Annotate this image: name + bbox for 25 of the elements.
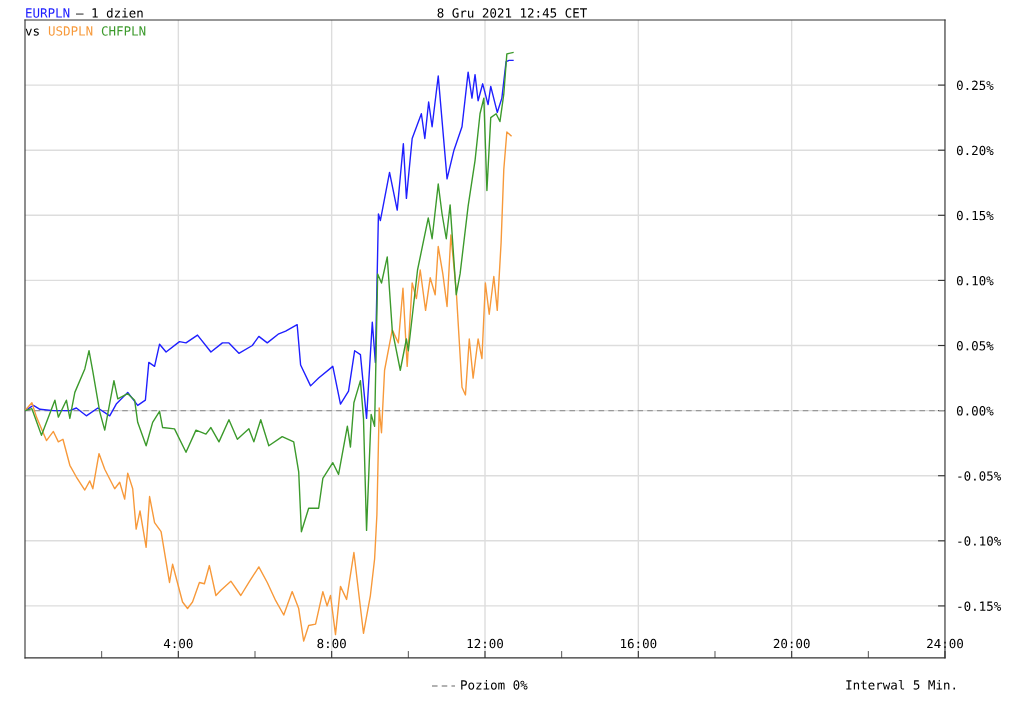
x-tick-label: 12:00	[467, 638, 503, 649]
chart-title: 8 Gru 2021 12:45 CET	[437, 8, 587, 18]
y-tick-label: 0.10%	[956, 275, 994, 286]
y-tick-label: -0.10%	[958, 536, 1002, 546]
annotation: vs	[25, 28, 39, 36]
y-tick-label: 0.00%	[956, 406, 994, 416]
text: CHFPLN	[101, 26, 146, 36]
y-tick-label: 0.25%	[956, 80, 994, 91]
text: EURPLN	[26, 8, 70, 18]
line-series	[25, 51, 514, 533]
text: – 1 dzien	[76, 7, 143, 18]
x-tick-label: 8:00	[317, 638, 346, 649]
x-tick-label: 24:00	[927, 638, 963, 649]
x-tick-label: 4:00	[163, 638, 193, 649]
x-tick-label: 16:00	[621, 638, 657, 649]
y-tick-label: 0.20%	[956, 145, 994, 156]
y-tick-label: -0.05%	[958, 471, 1002, 481]
legend-label: Poziom 0%	[461, 679, 528, 690]
text: Interwal 5 Min.	[846, 679, 955, 690]
x-tick-label: 20:00	[773, 638, 810, 649]
y-tick-label: -0.15%	[958, 601, 1002, 611]
text: USDPLN	[48, 26, 93, 36]
y-tick-label: 0.05%	[956, 341, 994, 351]
y-tick-label: 0.15%	[956, 210, 994, 221]
line-series	[25, 59, 514, 420]
